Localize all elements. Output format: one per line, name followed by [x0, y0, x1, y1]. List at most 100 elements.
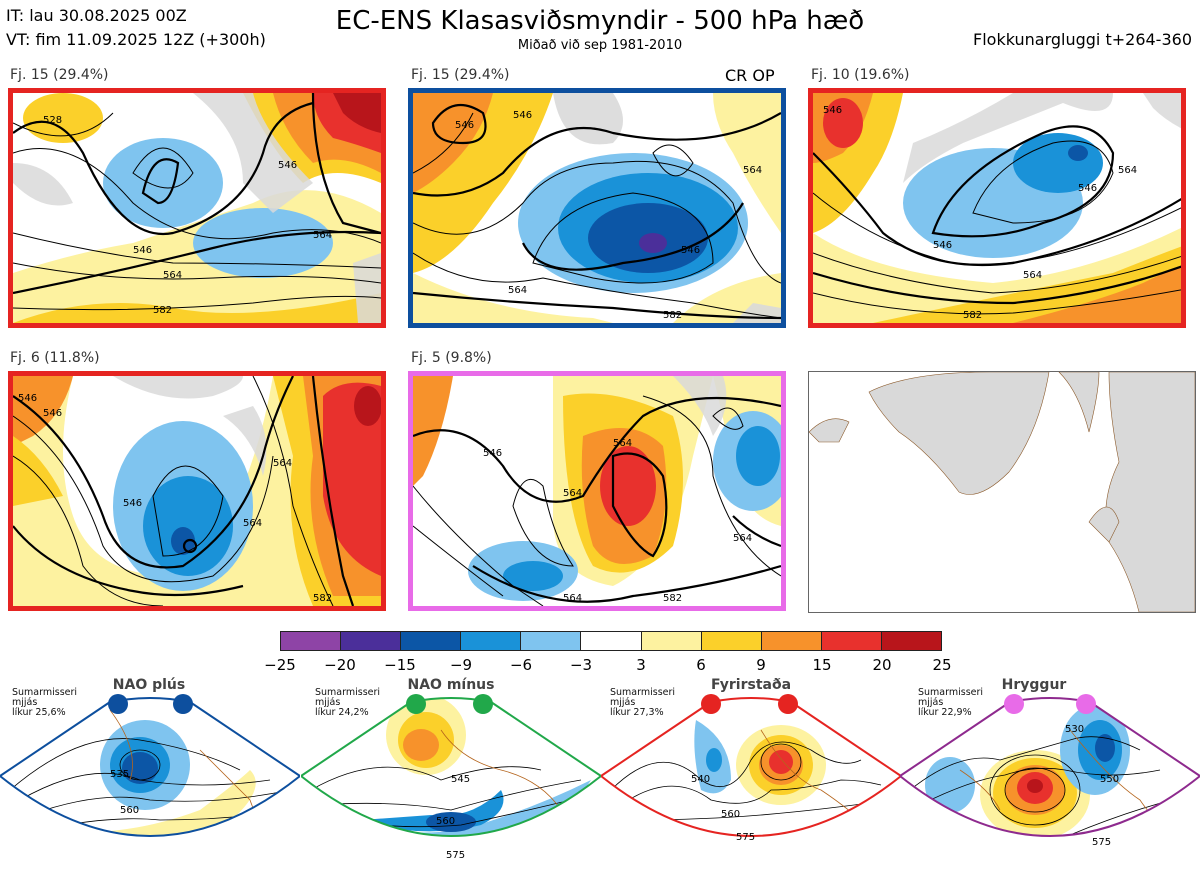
panel-2-contour-4: 564 — [508, 285, 527, 296]
regime-2-marker-dot — [473, 694, 493, 714]
panel-4-contour-4: 564 — [273, 458, 292, 469]
regime-4-map: 530 550 575 — [900, 697, 1200, 848]
panel-2-tag: CR OP — [725, 66, 775, 85]
regime-2-name: NAO mínus — [407, 677, 495, 693]
regime-1-marker-dot — [173, 694, 193, 714]
regime-3-marker-dot — [701, 694, 721, 714]
regime-1-marker-dot — [108, 694, 128, 714]
regime-1-season: Sumarmisseri — [12, 687, 78, 698]
regime-4-marker-dot — [1004, 694, 1024, 714]
panel-2-label: Fj. 15 (29.4%) — [411, 67, 510, 83]
regime-2-contour-1: 545 — [451, 774, 470, 785]
colorbar-tick: −25 — [264, 656, 296, 674]
panel-4-contour-6: 582 — [313, 593, 332, 604]
regime-2-months: mjjás — [315, 697, 341, 708]
panel-1-contour-6: 582 — [153, 305, 172, 316]
panel-3-contour-4: 564 — [1023, 270, 1042, 281]
panel-2-contour-5: 564 — [743, 165, 762, 176]
colorbar-tick: 6 — [696, 656, 706, 674]
regime-1-probability: líkur 25,6% — [12, 707, 66, 718]
panel-3-contour-3: 546 — [1078, 183, 1097, 194]
regime-3-contour-1: 540 — [691, 774, 710, 785]
panel-3-contour-1: 546 — [823, 105, 842, 116]
panel-3-map: 546 546 546 564 564 582 — [808, 88, 1186, 328]
panel-2-contour-2: 546 — [513, 110, 532, 121]
panel-3-contour-2: 546 — [933, 240, 952, 251]
colorbar-swatch-1 — [281, 632, 342, 650]
colorbar-tick: −3 — [569, 656, 593, 674]
regime-2-probability: líkur 24,2% — [315, 707, 369, 718]
panel-2-map: 546 546 546 564 564 582 — [408, 88, 786, 328]
regime-1-contour-2: 560 — [120, 805, 139, 816]
regime-2-contour-3: 575 — [446, 850, 465, 861]
panel-1-contour-5: 564 — [313, 230, 332, 241]
panel-5-contour-4: 564 — [563, 593, 582, 604]
regime-1-name: NAO plús — [112, 677, 186, 693]
regime-3-probability: líkur 27,3% — [610, 707, 664, 718]
regime-2-marker-dot — [406, 694, 426, 714]
colorbar-swatch-10 — [821, 632, 882, 650]
panel-2-contour-6: 582 — [663, 310, 682, 321]
panel-5-map: 546 564 564 564 582 564 — [408, 371, 786, 611]
colorbar-swatch-11 — [881, 632, 942, 650]
colorbar-tick: 3 — [636, 656, 646, 674]
regime-2-season: Sumarmisseri — [315, 687, 381, 698]
panel-1-contour-2: 546 — [133, 245, 152, 256]
regime-1-contour-1: 535 — [110, 769, 129, 780]
colorbar-swatch-2 — [341, 632, 402, 650]
window-label: Flokkunargluggi t+264-360 — [973, 30, 1192, 49]
panel-6-blank-map — [808, 371, 1196, 613]
regime-3-marker-dot — [778, 694, 798, 714]
regime-3-name: Fyrirstaða — [710, 677, 792, 693]
panel-5-contour-3: 564 — [613, 438, 632, 449]
panel-5-contour-2: 564 — [563, 488, 582, 499]
panel-5-contour-1: 546 — [483, 448, 502, 459]
panel-4-contour-2: 546 — [43, 408, 62, 419]
regime-1-months: mjjás — [12, 697, 38, 708]
panel-1-map: 528 546 546 564 564 582 — [8, 88, 386, 328]
regime-3-season: Sumarmisseri — [610, 687, 676, 698]
panel-3-contour-5: 564 — [1118, 165, 1137, 176]
colorbar-swatch-4 — [461, 632, 522, 650]
valid-time: VT: fim 11.09.2025 12Z (+300h) — [6, 30, 266, 49]
colorbar-swatch-8 — [701, 632, 762, 650]
panel-5-label: Fj. 5 (9.8%) — [411, 350, 492, 366]
panel-4-map: 546 546 546 564 564 582 — [8, 371, 386, 611]
colorbar-swatch-3 — [401, 632, 462, 650]
panel-4-label: Fj. 6 (11.8%) — [10, 350, 100, 366]
colorbar-tick: −9 — [449, 656, 473, 674]
colorbar-tick: 20 — [872, 656, 892, 674]
panel-1-label: Fj. 15 (29.4%) — [10, 67, 109, 83]
colorbar-swatch-9 — [761, 632, 822, 650]
regime-4-name: Hryggur — [1001, 677, 1067, 693]
regime-3-months: mjjás — [610, 697, 636, 708]
panel-4-contour-1: 546 — [18, 393, 37, 404]
regime-4-contour-1: 530 — [1065, 724, 1084, 735]
regime-3-contour-3: 575 — [736, 832, 755, 843]
colorbar-tick: 15 — [812, 656, 832, 674]
regime-1-map: 535 560 — [0, 697, 300, 837]
regime-4-contour-3: 575 — [1092, 837, 1111, 848]
page-subtitle: Miðað við sep 1981-2010 — [517, 38, 683, 53]
colorbar-tick: 9 — [756, 656, 766, 674]
regime-4-season: Sumarmisseri — [918, 687, 984, 698]
regime-3-contour-2: 560 — [721, 809, 740, 820]
init-time: IT: lau 30.08.2025 00Z — [6, 6, 187, 25]
colorbar-tick: −6 — [509, 656, 533, 674]
panel-4-contour-5: 564 — [243, 518, 262, 529]
regime-4-probability: líkur 22,9% — [918, 707, 972, 718]
regime-2-contour-2: 560 — [436, 816, 455, 827]
colorbar-tick: −15 — [384, 656, 416, 674]
regime-3-map: 540 560 575 — [601, 697, 901, 843]
regime-2-map: 545 560 575 — [301, 697, 601, 861]
colorbar-swatch-6 — [581, 632, 642, 650]
regime-4-months: mjjás — [918, 697, 944, 708]
page-title: EC-ENS Klasasviðsmyndir - 500 hPa hæð — [335, 6, 865, 36]
panel-5-contour-6: 564 — [733, 533, 752, 544]
colorbar-swatch-5 — [521, 632, 582, 650]
panel-2-contour-3: 546 — [681, 245, 700, 256]
colorbar-swatch-7 — [641, 632, 702, 650]
colorbar-tick: −20 — [324, 656, 356, 674]
panel-1-contour-3: 546 — [278, 160, 297, 171]
colorbar — [280, 631, 942, 651]
